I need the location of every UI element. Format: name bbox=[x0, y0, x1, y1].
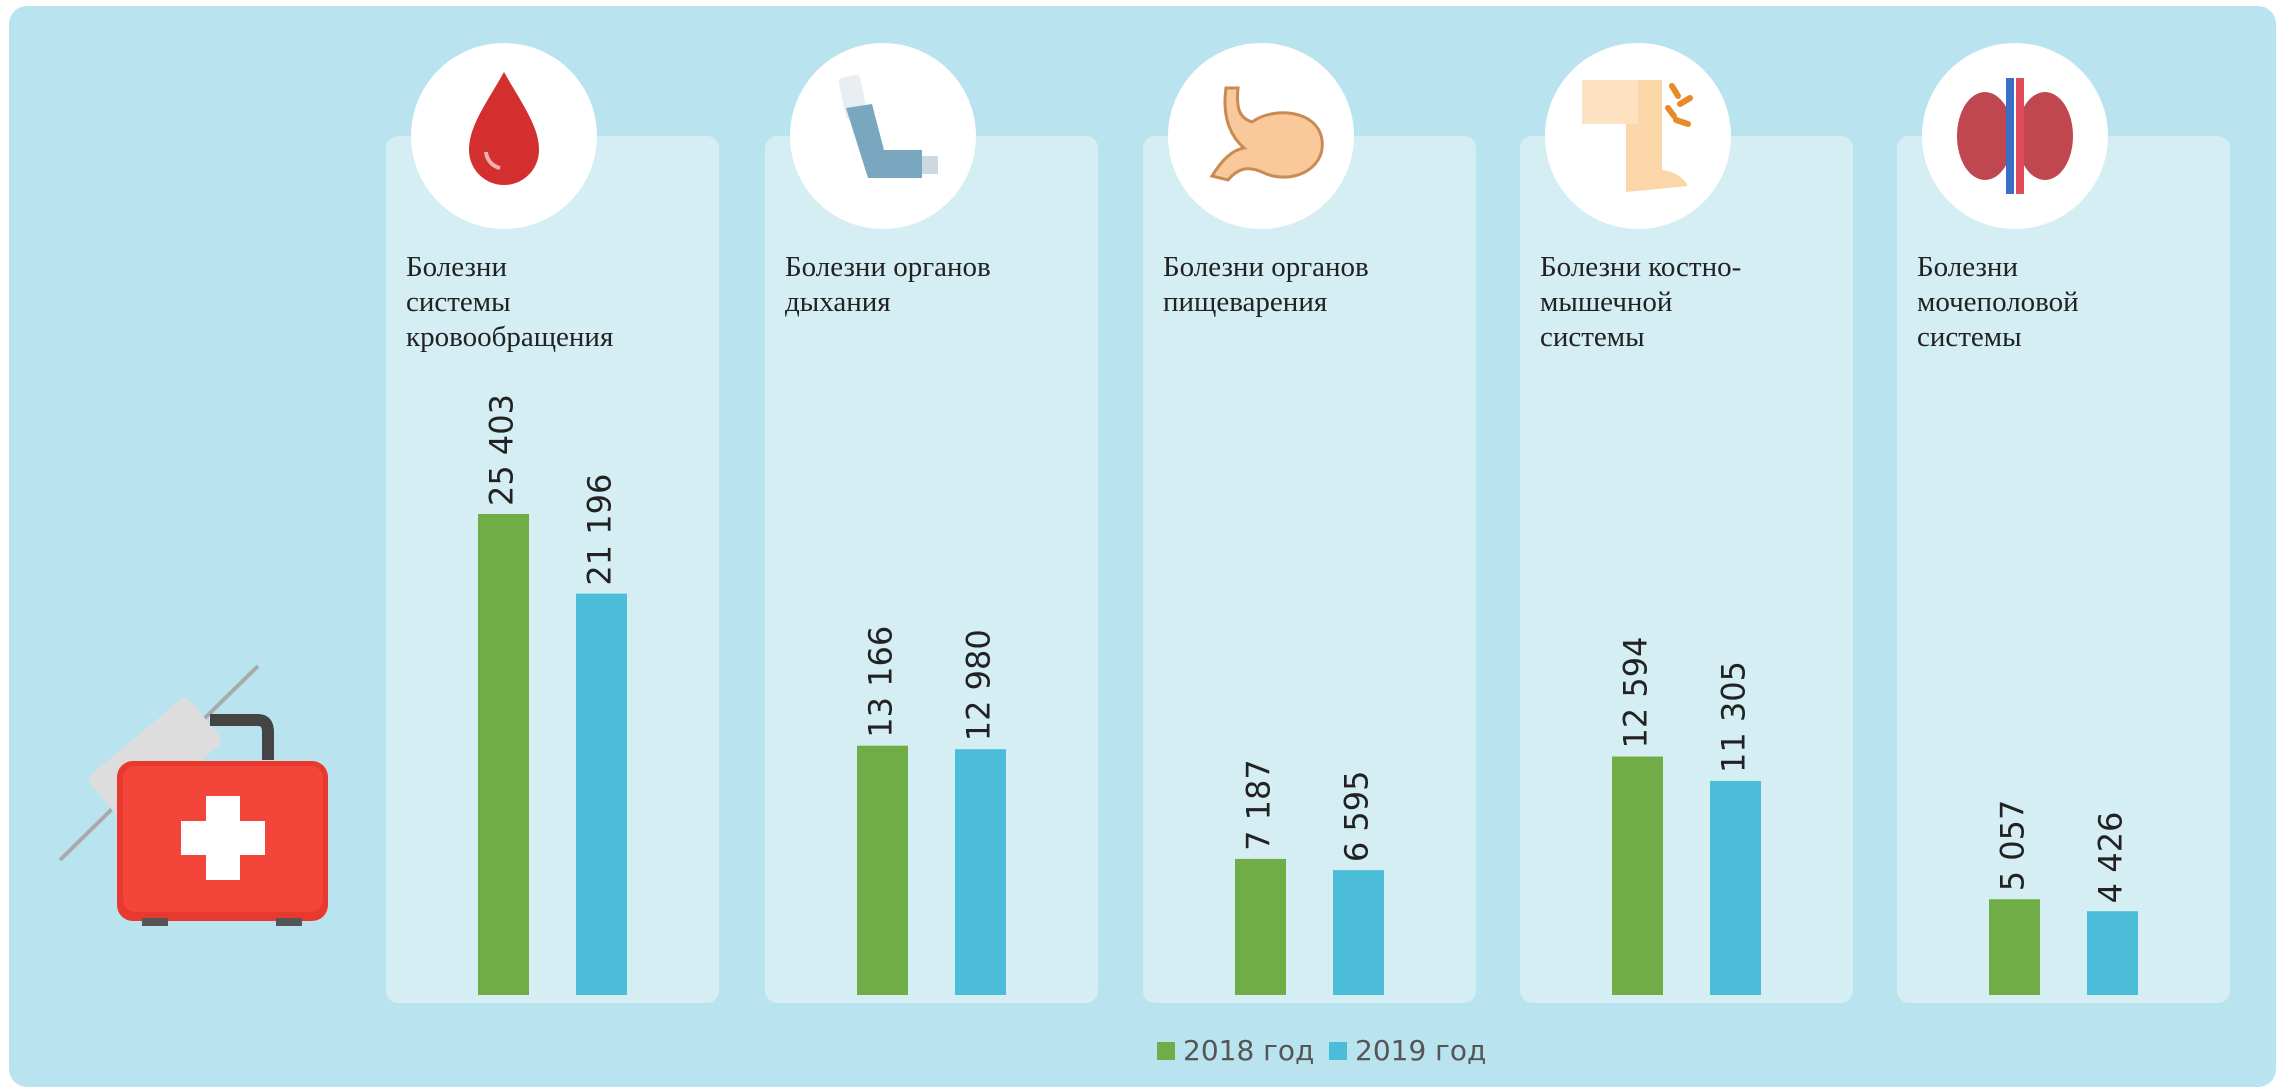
icon-circle bbox=[790, 43, 976, 229]
value-label: 11 305 bbox=[1715, 661, 1753, 773]
value-label: 4 426 bbox=[2092, 812, 2130, 904]
bar bbox=[1235, 859, 1286, 995]
legend-label: 2019 год bbox=[1355, 1034, 1486, 1067]
category-title: Болезни органов дыхания bbox=[785, 250, 991, 320]
page: 25 403 21 196 13 166 12 980 7 187 6 595 12 594… bbox=[0, 0, 2285, 1090]
value-label: 12 980 bbox=[960, 629, 998, 741]
bar bbox=[478, 514, 529, 995]
bar bbox=[1612, 757, 1663, 995]
legend-label: 2018 год bbox=[1183, 1034, 1314, 1067]
value-label: 21 196 bbox=[581, 474, 619, 586]
value-label: 12 594 bbox=[1617, 637, 1655, 749]
bar bbox=[1989, 899, 2040, 995]
value-label: 25 403 bbox=[483, 394, 521, 506]
chart: 25 403 21 196 13 166 12 980 7 187 6 595 12 594… bbox=[0, 0, 2285, 1090]
legend-swatch bbox=[1157, 1042, 1175, 1060]
icon-circle bbox=[1922, 43, 2108, 229]
bar bbox=[955, 749, 1006, 995]
category-title: Болезни костно- мышечной системы bbox=[1540, 250, 1741, 355]
bar bbox=[1710, 781, 1761, 995]
bar bbox=[576, 594, 627, 995]
category-title: Болезни мочеполовой системы bbox=[1917, 250, 2079, 355]
value-label: 6 595 bbox=[1338, 771, 1376, 863]
value-label: 5 057 bbox=[1994, 800, 2032, 892]
bar bbox=[857, 746, 908, 995]
value-label: 7 187 bbox=[1240, 759, 1278, 851]
bar bbox=[2087, 911, 2138, 995]
value-label: 13 166 bbox=[862, 626, 900, 738]
bar bbox=[1333, 870, 1384, 995]
legend-swatch bbox=[1329, 1042, 1347, 1060]
category-title: Болезни органов пищеварения bbox=[1163, 250, 1369, 320]
plot: 25 403 21 196 13 166 12 980 7 187 6 595 12 594… bbox=[386, 43, 2230, 1003]
category-title: Болезни системы кровообращения bbox=[406, 250, 613, 355]
